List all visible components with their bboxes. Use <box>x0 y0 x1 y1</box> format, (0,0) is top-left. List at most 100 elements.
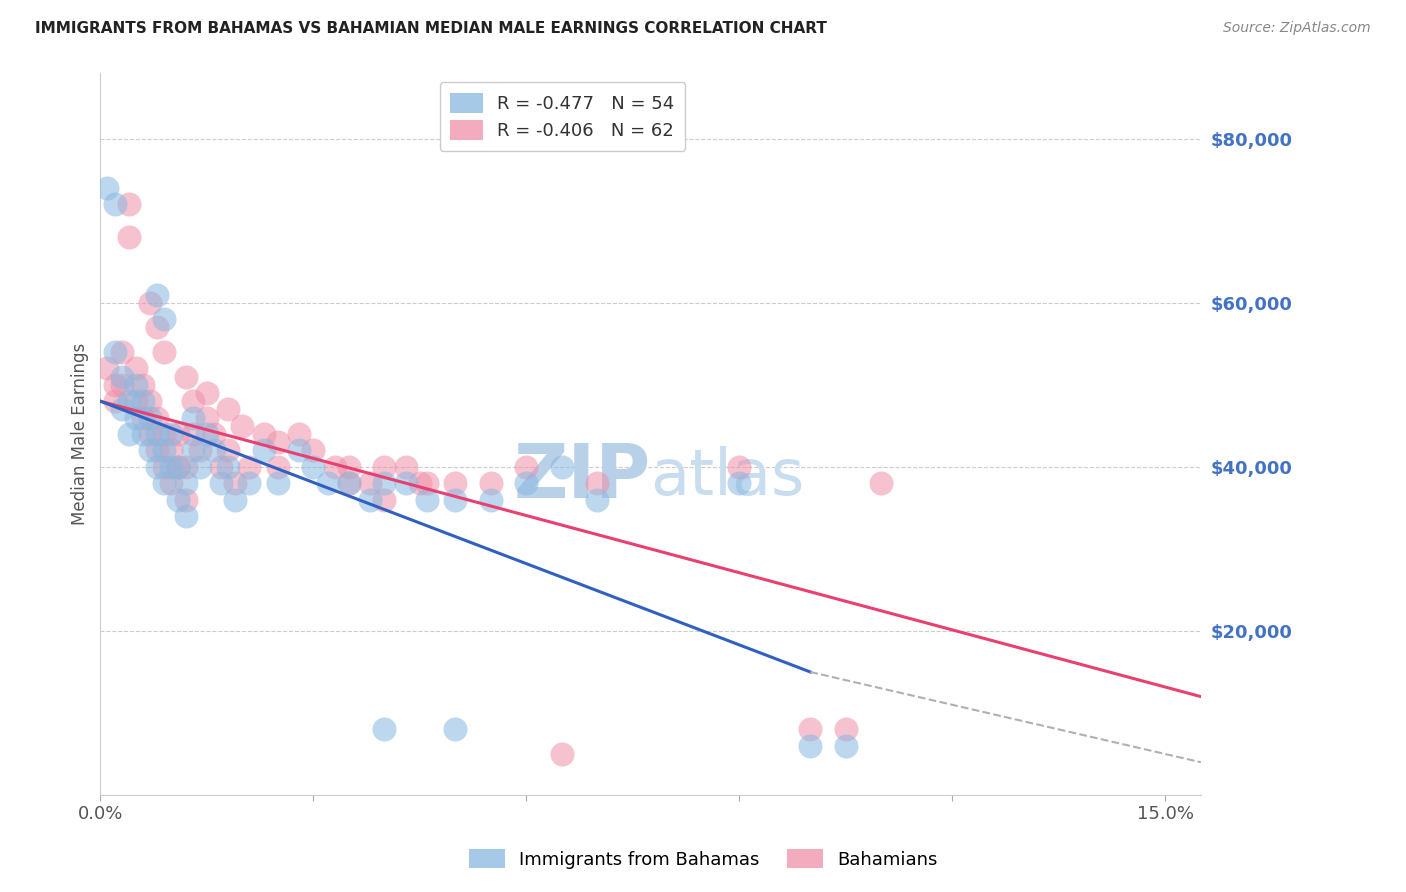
Point <box>217 443 239 458</box>
Point <box>870 476 893 491</box>
Point <box>337 476 360 491</box>
Point <box>111 377 134 392</box>
Point <box>373 723 395 737</box>
Point <box>224 492 246 507</box>
Point <box>217 402 239 417</box>
Point <box>835 739 858 753</box>
Point <box>125 377 148 392</box>
Point <box>728 476 751 491</box>
Point <box>253 427 276 442</box>
Point <box>167 459 190 474</box>
Point <box>139 443 162 458</box>
Point <box>195 427 218 442</box>
Point <box>132 394 155 409</box>
Point <box>139 410 162 425</box>
Point <box>125 410 148 425</box>
Text: atlas: atlas <box>651 446 806 508</box>
Point <box>103 345 125 359</box>
Point <box>103 377 125 392</box>
Point <box>174 509 197 524</box>
Text: ZIP: ZIP <box>513 441 651 514</box>
Point <box>181 410 204 425</box>
Point <box>146 427 169 442</box>
Point <box>302 459 325 474</box>
Point <box>231 418 253 433</box>
Point <box>395 476 418 491</box>
Point <box>125 394 148 409</box>
Point <box>181 443 204 458</box>
Point <box>118 394 141 409</box>
Point <box>188 443 211 458</box>
Point <box>153 459 176 474</box>
Point <box>288 427 311 442</box>
Point <box>174 369 197 384</box>
Point <box>188 459 211 474</box>
Point <box>96 361 118 376</box>
Point <box>551 459 574 474</box>
Point <box>479 492 502 507</box>
Point <box>373 492 395 507</box>
Text: Source: ZipAtlas.com: Source: ZipAtlas.com <box>1223 21 1371 35</box>
Point <box>132 377 155 392</box>
Point <box>586 492 609 507</box>
Point <box>103 197 125 211</box>
Legend: R = -0.477   N = 54, R = -0.406   N = 62: R = -0.477 N = 54, R = -0.406 N = 62 <box>440 82 686 151</box>
Point <box>323 459 346 474</box>
Legend: Immigrants from Bahamas, Bahamians: Immigrants from Bahamas, Bahamians <box>461 841 945 876</box>
Point <box>160 443 183 458</box>
Point <box>267 459 290 474</box>
Point <box>111 345 134 359</box>
Point <box>118 427 141 442</box>
Point <box>181 427 204 442</box>
Point <box>111 402 134 417</box>
Point <box>153 345 176 359</box>
Point <box>395 459 418 474</box>
Point <box>267 476 290 491</box>
Point <box>195 386 218 401</box>
Point <box>160 427 183 442</box>
Point <box>153 443 176 458</box>
Point <box>202 443 225 458</box>
Point <box>238 476 260 491</box>
Point <box>202 427 225 442</box>
Point <box>167 459 190 474</box>
Point <box>103 394 125 409</box>
Point <box>359 492 381 507</box>
Point <box>174 459 197 474</box>
Point <box>146 287 169 301</box>
Point <box>373 476 395 491</box>
Point <box>515 476 537 491</box>
Point <box>125 361 148 376</box>
Point <box>167 492 190 507</box>
Text: IMMIGRANTS FROM BAHAMAS VS BAHAMIAN MEDIAN MALE EARNINGS CORRELATION CHART: IMMIGRANTS FROM BAHAMAS VS BAHAMIAN MEDI… <box>35 21 827 36</box>
Point <box>302 443 325 458</box>
Point <box>139 295 162 310</box>
Point <box>153 312 176 326</box>
Point <box>444 723 467 737</box>
Point <box>146 459 169 474</box>
Point <box>316 476 339 491</box>
Point <box>153 427 176 442</box>
Point <box>174 492 197 507</box>
Point <box>153 476 176 491</box>
Point <box>118 197 141 211</box>
Point <box>409 476 432 491</box>
Point <box>217 459 239 474</box>
Point <box>551 747 574 761</box>
Point <box>337 459 360 474</box>
Point <box>132 427 155 442</box>
Point <box>586 476 609 491</box>
Point <box>146 410 169 425</box>
Point <box>444 476 467 491</box>
Point <box>96 181 118 195</box>
Point <box>195 410 218 425</box>
Point <box>224 476 246 491</box>
Point <box>132 410 155 425</box>
Point <box>146 320 169 334</box>
Point <box>515 459 537 474</box>
Point <box>444 492 467 507</box>
Point <box>288 443 311 458</box>
Point <box>111 369 134 384</box>
Point <box>167 427 190 442</box>
Point <box>209 459 232 474</box>
